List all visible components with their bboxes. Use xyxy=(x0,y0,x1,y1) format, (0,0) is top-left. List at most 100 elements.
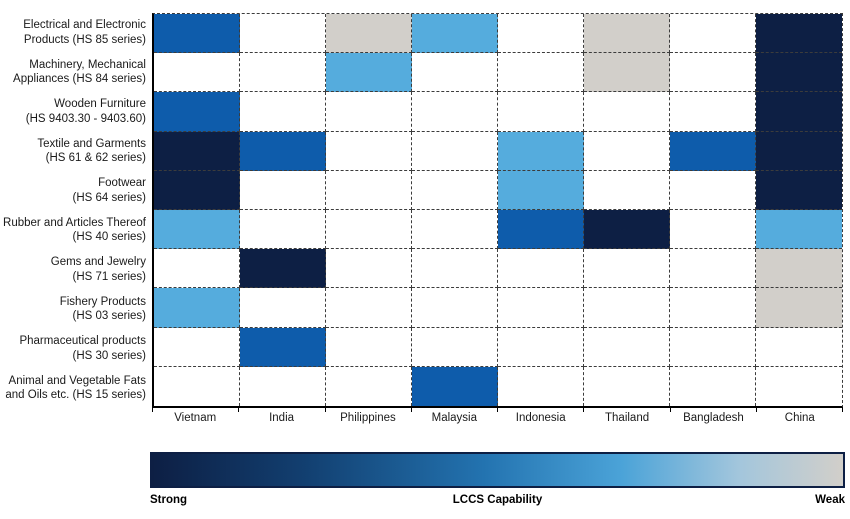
heatmap-cell-philippines-row2 xyxy=(326,53,412,93)
heatmap-cell-indonesia-row7 xyxy=(498,249,584,289)
legend-labels: Strong LCCS Capability Weak xyxy=(150,494,845,510)
row-label-1: Electrical and Electronic Products (HS 85… xyxy=(23,19,146,46)
y-axis-labels: Electrical and Electronic Products (HS 85… xyxy=(0,13,146,408)
heatmap-cell-china-row2 xyxy=(756,53,842,93)
heatmap-cell-bangladesh-row3 xyxy=(670,92,756,132)
row-label-9: Pharmaceutical products (HS 30 series) xyxy=(19,335,146,362)
heatmap-cell-malaysia-row10 xyxy=(412,366,498,406)
heatmap-cell-malaysia-row4 xyxy=(412,131,498,171)
heatmap-cell-philippines-row10 xyxy=(326,366,412,406)
heatmap-cell-vietnam-row7 xyxy=(154,249,240,289)
heatmap-grid xyxy=(152,13,843,408)
x-axis-label-bangladesh: Bangladesh xyxy=(683,412,744,424)
heatmap-cell-india-row4 xyxy=(240,131,326,171)
x-axis-labels: Vietnam India Philippines Malaysia Indonesia… xyxy=(152,412,843,424)
legend-title: LCCS Capability xyxy=(452,494,543,506)
row-label-3: Wooden Furniture (HS 9403.30 - 9403.60) xyxy=(25,98,146,125)
heatmap-cell-bangladesh-row6 xyxy=(670,210,756,250)
axis-tick xyxy=(239,407,326,412)
heatmap-cell-china-row6 xyxy=(756,210,842,250)
heatmap-cell-philippines-row9 xyxy=(326,327,412,367)
axis-tick xyxy=(584,407,671,412)
heatmap-cell-indonesia-row6 xyxy=(498,210,584,250)
heatmap-cell-malaysia-row9 xyxy=(412,327,498,367)
heatmap-cell-vietnam-row3 xyxy=(154,92,240,132)
heatmap-cell-thailand-row5 xyxy=(584,170,670,210)
heatmap-cell-india-row6 xyxy=(240,210,326,250)
heatmap-cell-china-row9 xyxy=(756,327,842,367)
row-label-6: Rubber and Articles Thereof (HS 40 series… xyxy=(3,216,146,244)
heatmap-cell-india-row9 xyxy=(240,327,326,367)
heatmap-cell-china-row8 xyxy=(756,288,842,328)
heatmap-cell-vietnam-row4 xyxy=(154,131,240,171)
heatmap-cell-philippines-row5 xyxy=(326,170,412,210)
heatmap-cell-bangladesh-row2 xyxy=(670,53,756,93)
axis-tick xyxy=(153,407,240,412)
heatmap-cell-malaysia-row1 xyxy=(412,14,498,54)
x-axis-label-indonesia: Indonesia xyxy=(515,412,566,424)
axis-tick xyxy=(412,407,498,412)
heatmap-cell-thailand-row8 xyxy=(584,288,670,328)
heatmap-cell-thailand-row6 xyxy=(584,210,670,250)
x-axis-label-vietnam: Vietnam xyxy=(174,412,217,424)
heatmap-cell-china-row3 xyxy=(756,92,842,132)
heatmap-cell-india-row2 xyxy=(240,53,326,93)
heatmap-cell-bangladesh-row9 xyxy=(670,327,756,367)
heatmap-cell-china-row5 xyxy=(756,170,842,210)
row-label-2: Machinery, Mechanical Appliances (HS 84 s… xyxy=(13,58,146,86)
heatmap-cell-philippines-row6 xyxy=(326,210,412,250)
heatmap-cell-malaysia-row3 xyxy=(412,92,498,132)
heatmap-cell-vietnam-row2 xyxy=(154,53,240,93)
heatmap-cell-indonesia-row9 xyxy=(498,327,584,367)
heatmap-cell-bangladesh-row4 xyxy=(670,131,756,171)
x-axis-label-thailand: Thailand xyxy=(605,412,650,424)
row-label-8: Fishery Products (HS 03 series) xyxy=(59,295,146,323)
x-axis-label-china: China xyxy=(784,412,815,424)
heatmap-cell-thailand-row1 xyxy=(584,14,670,54)
heatmap-cell-bangladesh-row10 xyxy=(670,366,756,406)
row-label-5: Footwear (HS 64 series) xyxy=(72,177,147,204)
heatmap-cell-vietnam-row8 xyxy=(154,288,240,328)
heatmap-cell-vietnam-row5 xyxy=(154,170,240,210)
heatmap-cell-india-row7 xyxy=(240,249,326,289)
heatmap-cell-philippines-row4 xyxy=(326,131,412,171)
heatmap-cell-vietnam-row1 xyxy=(154,14,240,54)
heatmap-cell-thailand-row10 xyxy=(584,366,670,406)
heatmap-cell-china-row1 xyxy=(756,14,842,54)
heatmap-cell-thailand-row9 xyxy=(584,327,670,367)
heatmap-cell-india-row3 xyxy=(240,92,326,132)
axis-tick xyxy=(326,407,412,412)
heatmap-cell-china-row10 xyxy=(756,366,842,406)
row-label-4: Textile and Garments (HS 61 & 62 series) xyxy=(37,137,146,165)
heatmap-cell-bangladesh-row7 xyxy=(670,249,756,289)
row-label-10: Animal and Vegetable Fats and Oils etc. (… xyxy=(5,374,146,402)
heatmap-cell-indonesia-row1 xyxy=(498,14,584,54)
heatmap-cell-india-row5 xyxy=(240,170,326,210)
heatmap-cell-thailand-row4 xyxy=(584,131,670,171)
axis-tick xyxy=(671,407,757,412)
heatmap-cell-indonesia-row8 xyxy=(498,288,584,328)
heatmap-cell-philippines-row3 xyxy=(326,92,412,132)
heatmap-cell-thailand-row7 xyxy=(584,249,670,289)
heatmap-cell-malaysia-row5 xyxy=(412,170,498,210)
heatmap-cell-thailand-row3 xyxy=(584,92,670,132)
heatmap-cell-bangladesh-row1 xyxy=(670,14,756,54)
heatmap-cell-india-row8 xyxy=(240,288,326,328)
heatmap-cell-philippines-row8 xyxy=(326,288,412,328)
heatmap-cell-indonesia-row5 xyxy=(498,170,584,210)
heatmap-cell-malaysia-row2 xyxy=(412,53,498,93)
heatmap-cell-vietnam-row10 xyxy=(154,366,240,406)
heatmap-cell-malaysia-row8 xyxy=(412,288,498,328)
heatmap-cell-indonesia-row3 xyxy=(498,92,584,132)
heatmap-cell-vietnam-row9 xyxy=(154,327,240,367)
heatmap-cell-vietnam-row6 xyxy=(154,210,240,250)
x-axis-label-india: India xyxy=(269,412,295,424)
row-label-7: Gems and Jewelry (HS 71 series) xyxy=(50,256,146,283)
legend-gradient-bar xyxy=(150,452,845,488)
heatmap-cell-indonesia-row2 xyxy=(498,53,584,93)
axis-tick xyxy=(757,407,843,412)
heatmap-cell-china-row4 xyxy=(756,131,842,171)
axis-tick xyxy=(498,407,585,412)
heatmap-cell-philippines-row1 xyxy=(326,14,412,54)
